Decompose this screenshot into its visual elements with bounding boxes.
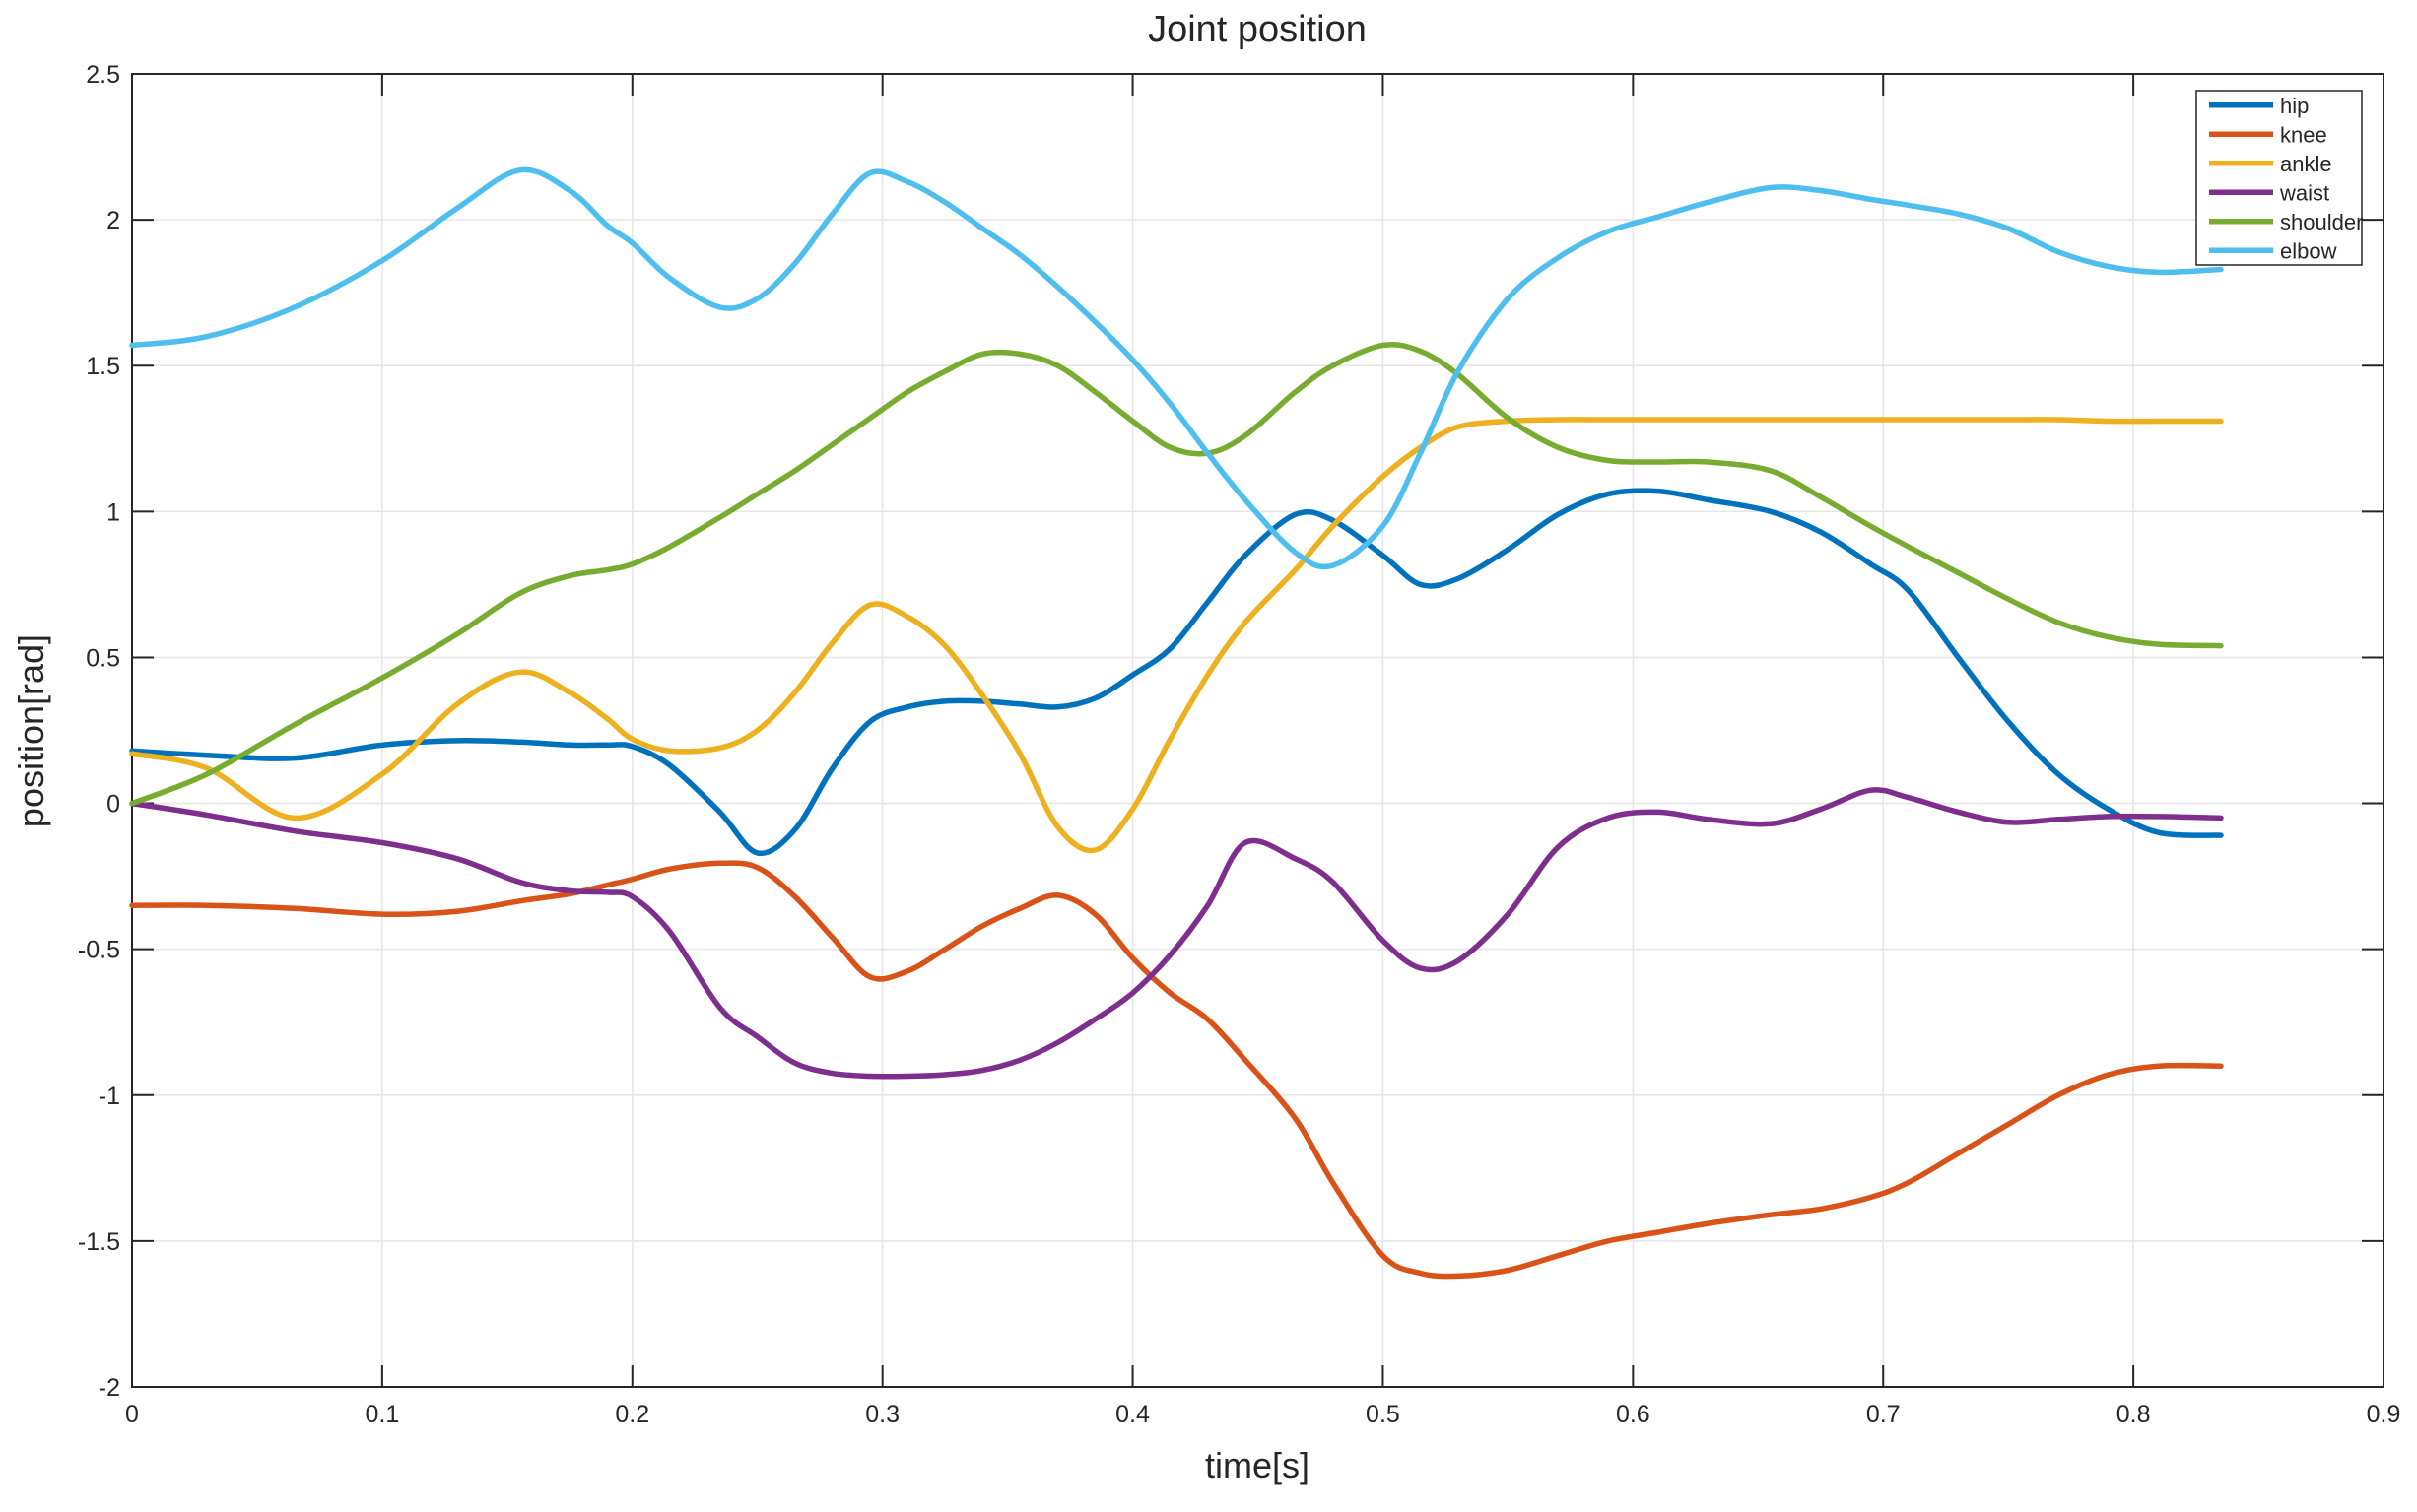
x-tick-label-0.7: 0.7	[1866, 1401, 1901, 1428]
series-path-knee	[129, 860, 2224, 1280]
series-curves	[129, 166, 2224, 1280]
legend-entry-elbow: elbow	[2209, 238, 2337, 263]
plot-border	[131, 73, 2384, 1388]
y-tick-label--1: -1	[99, 1083, 120, 1110]
legend-label-waist: waist	[2279, 180, 2329, 205]
series-path-elbow	[129, 166, 2224, 570]
legend-label-hip: hip	[2280, 94, 2309, 118]
grid-lines	[132, 74, 2383, 1387]
axes-box	[131, 73, 2384, 1388]
y-tick-label-0: 0	[106, 791, 120, 819]
series-path-waist	[129, 787, 2224, 1080]
y-axis-label: position[rad]	[11, 634, 51, 827]
legend-label-shoulder: shoulder	[2280, 210, 2363, 234]
legend-entry-waist: waist	[2209, 180, 2329, 205]
x-tick-label-0.6: 0.6	[1616, 1401, 1650, 1428]
y-tick-label-1.5: 1.5	[86, 353, 120, 380]
y-tick-label--2: -2	[99, 1374, 120, 1402]
series-path-shoulder	[129, 341, 2224, 807]
legend-label-ankle: ankle	[2280, 152, 2332, 176]
legend-entry-shoulder: shoulder	[2209, 210, 2363, 234]
legend-label-knee: knee	[2280, 122, 2327, 147]
y-tick-label-2.5: 2.5	[86, 61, 120, 89]
y-tick-label-0.5: 0.5	[86, 644, 120, 672]
legend-entry-ankle: ankle	[2209, 152, 2332, 176]
x-tick-label-0.8: 0.8	[2116, 1401, 2151, 1428]
x-tick-label-0: 0	[125, 1401, 139, 1428]
legend-label-elbow: elbow	[2280, 238, 2337, 263]
x-tick-label-0.3: 0.3	[865, 1401, 900, 1428]
legend-entry-knee: knee	[2209, 122, 2327, 147]
y-tick-label--0.5: -0.5	[78, 937, 120, 964]
x-axis-label: time[s]	[1205, 1445, 1309, 1485]
x-tick-label-0.4: 0.4	[1115, 1401, 1150, 1428]
series-path-ankle	[129, 417, 2224, 854]
tick-labels: 0 0.1 0.2 0.3 0.4 0.5 0.6 0.7 0.8 0.9 -2 -1.5 -1 -0.5…	[78, 61, 2400, 1428]
series-path-hip	[129, 488, 2224, 857]
y-tick-label--1.5: -1.5	[78, 1228, 120, 1256]
legend-entry-hip: hip	[2209, 94, 2309, 118]
x-tick-label-0.1: 0.1	[366, 1401, 400, 1428]
y-tick-label-1: 1	[106, 498, 120, 526]
chart-title: Joint position	[1148, 9, 1367, 50]
legend-box	[2195, 90, 2363, 266]
legend: hip knee ankle waist shoulder elbow	[2195, 90, 2363, 266]
x-tick-label-0.5: 0.5	[1366, 1401, 1400, 1428]
y-tick-label-2: 2	[106, 207, 120, 234]
x-tick-label-0.2: 0.2	[615, 1401, 649, 1428]
x-tick-label-0.9: 0.9	[2367, 1401, 2401, 1428]
